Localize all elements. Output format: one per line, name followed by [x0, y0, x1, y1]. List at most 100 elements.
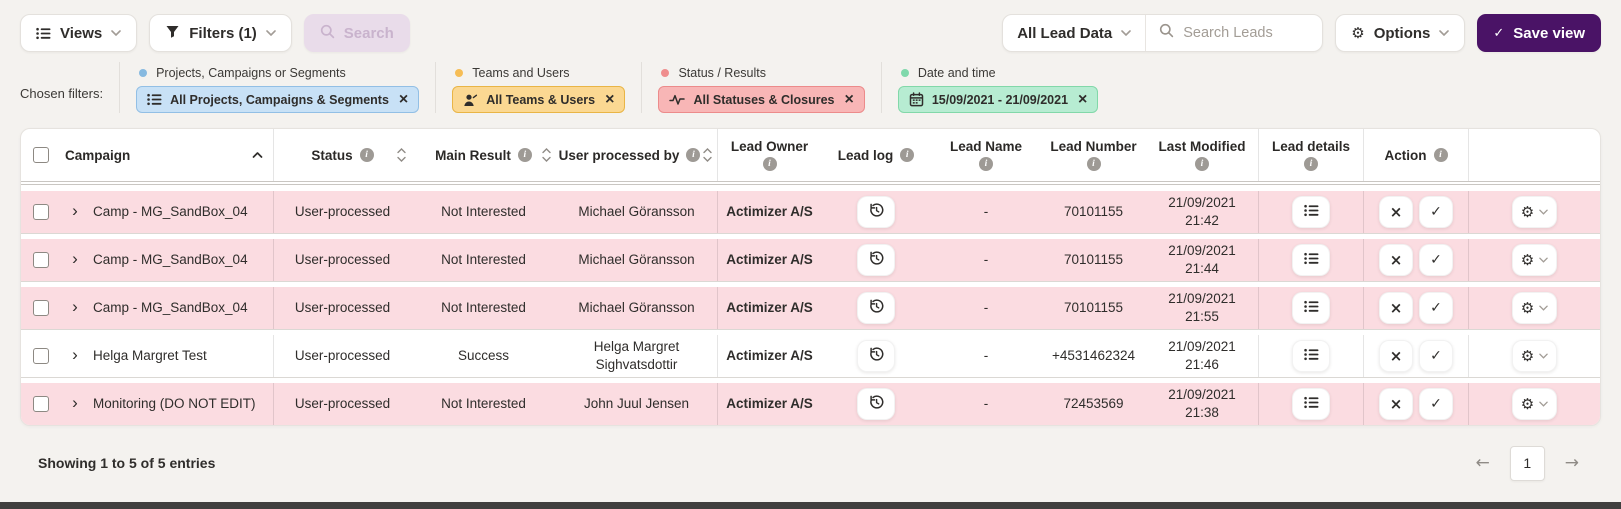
info-icon[interactable]: i [1433, 148, 1448, 162]
row-divider [21, 377, 1600, 383]
row-checkbox[interactable] [33, 204, 49, 220]
row-checkbox[interactable] [33, 252, 49, 268]
lead-owner-cell: Actimizer A/S [726, 396, 813, 412]
filter-chip[interactable]: All Teams & Users × [452, 86, 626, 113]
filter-chip[interactable]: All Projects, Campaigns & Segments × [136, 86, 420, 113]
row-options-button[interactable]: ⚙ [1511, 388, 1558, 420]
chevron-down-icon [265, 30, 276, 36]
lead-details-button[interactable] [1292, 388, 1330, 420]
info-icon[interactable]: i [979, 157, 993, 171]
expand-row-icon[interactable]: › [72, 345, 78, 364]
search-leads-input[interactable] [1183, 25, 1319, 41]
lead-number-cell: +4531462324 [1052, 348, 1135, 364]
info-icon[interactable]: i [900, 148, 915, 162]
reject-lead-button[interactable]: × [1379, 292, 1413, 324]
chevron-down-icon [1439, 30, 1450, 36]
sort-icon[interactable] [397, 148, 406, 162]
lead-log-button[interactable] [857, 340, 895, 372]
row-options-button[interactable]: ⚙ [1511, 244, 1558, 276]
approve-lead-button[interactable]: ✓ [1419, 196, 1453, 228]
table-footer: Showing 1 to 5 of 5 entries ← 1 → [20, 443, 1601, 483]
chip-label: All Statuses & Closures [693, 92, 835, 107]
campaign-cell: Camp - MG_SandBox_04 [93, 204, 248, 220]
lead-name-cell: - [983, 300, 989, 316]
info-icon[interactable]: i [762, 157, 777, 171]
chevron-down-icon [1539, 257, 1548, 263]
filter-chip[interactable]: 15/09/2021 - 21/09/2021 × [897, 86, 1099, 113]
history-icon [868, 202, 885, 223]
column-label: Lead Number [1050, 139, 1137, 154]
approve-lead-button[interactable]: ✓ [1419, 244, 1453, 276]
row-options-button[interactable]: ⚙ [1511, 196, 1558, 228]
expand-row-icon[interactable]: › [72, 249, 78, 268]
column-header-lead-owner: Lead Owner i [718, 129, 821, 181]
row-options-button[interactable]: ⚙ [1511, 292, 1558, 324]
views-button[interactable]: Views [20, 14, 138, 52]
row-options-button[interactable]: ⚙ [1511, 340, 1558, 372]
search-button[interactable]: Search [303, 14, 410, 52]
info-icon[interactable]: i [1304, 157, 1318, 171]
lead-log-button[interactable] [857, 388, 895, 420]
info-icon[interactable]: i [359, 148, 374, 162]
search-leads-field [1146, 15, 1322, 51]
reject-lead-button[interactable]: × [1379, 388, 1413, 420]
reject-lead-button[interactable]: × [1379, 340, 1413, 372]
close-icon[interactable]: × [605, 90, 615, 108]
close-icon[interactable]: × [844, 90, 854, 108]
lead-owner-cell: Actimizer A/S [726, 348, 813, 364]
info-icon[interactable]: i [686, 148, 701, 162]
options-button[interactable]: ⚙ Options [1335, 14, 1466, 52]
header-spacer [21, 185, 1600, 191]
sort-icon[interactable] [542, 148, 551, 162]
row-checkbox[interactable] [33, 300, 49, 316]
table-header-row: Campaign Status i Main Result i User pro… [21, 129, 1600, 182]
last-modified-cell: 21/09/2021 21:44 [1168, 242, 1236, 276]
filters-button[interactable]: Filters (1) [149, 14, 292, 52]
filter-group: Status / Results All Statuses & Closures… [641, 62, 880, 113]
lead-log-button[interactable] [857, 196, 895, 228]
table-row: › Monitoring (DO NOT EDIT) User-processe… [21, 383, 1600, 425]
close-icon[interactable]: × [1078, 90, 1088, 108]
sort-icon[interactable] [703, 148, 712, 162]
row-checkbox[interactable] [33, 348, 49, 364]
lead-details-button[interactable] [1292, 196, 1330, 228]
expand-row-icon[interactable]: › [72, 393, 78, 412]
next-page-icon[interactable]: → [1564, 453, 1579, 473]
info-icon[interactable]: i [1195, 157, 1209, 171]
column-header-action: Action i [1364, 129, 1469, 181]
reject-lead-button[interactable]: × [1379, 244, 1413, 276]
lead-log-button[interactable] [857, 292, 895, 324]
approve-lead-button[interactable]: ✓ [1419, 388, 1453, 420]
lead-log-button[interactable] [857, 244, 895, 276]
lead-details-button[interactable] [1292, 244, 1330, 276]
approve-lead-button[interactable]: ✓ [1419, 340, 1453, 372]
info-icon[interactable]: i [517, 148, 532, 162]
expand-row-icon[interactable]: › [72, 297, 78, 316]
column-header-lead-details: Lead details i [1259, 129, 1364, 181]
save-view-button[interactable]: ✓ Save view [1477, 14, 1601, 52]
column-header-main-result[interactable]: Main Result i [411, 129, 556, 181]
column-header-status[interactable]: Status i [274, 129, 411, 181]
prev-page-icon[interactable]: ← [1475, 453, 1490, 473]
chevron-down-icon [1121, 30, 1132, 36]
info-icon[interactable]: i [1086, 157, 1101, 171]
sort-asc-icon[interactable] [252, 152, 263, 159]
current-page-box[interactable]: 1 [1509, 445, 1545, 481]
lead-data-dropdown[interactable]: All Lead Data [1003, 15, 1147, 51]
lead-details-button[interactable] [1292, 292, 1330, 324]
approve-lead-button[interactable]: ✓ [1419, 292, 1453, 324]
main-result-cell: Not Interested [441, 252, 526, 268]
column-header-lead-number: Lead Number i [1041, 129, 1146, 181]
close-icon[interactable]: × [398, 90, 409, 108]
status-cell: User-processed [294, 252, 391, 268]
row-checkbox[interactable] [33, 396, 49, 412]
lead-details-button[interactable] [1292, 340, 1330, 372]
expand-row-icon[interactable]: › [72, 201, 78, 220]
reject-lead-button[interactable]: × [1379, 196, 1413, 228]
filter-chip[interactable]: All Statuses & Closures × [658, 86, 865, 113]
column-label: Lead Owner [730, 139, 809, 154]
select-all-checkbox[interactable] [33, 147, 49, 163]
column-header-user-processed-by[interactable]: User processed by i [556, 129, 718, 181]
column-header-campaign[interactable]: Campaign [61, 129, 274, 181]
user-processed-by-cell: Michael Göransson [578, 252, 695, 268]
